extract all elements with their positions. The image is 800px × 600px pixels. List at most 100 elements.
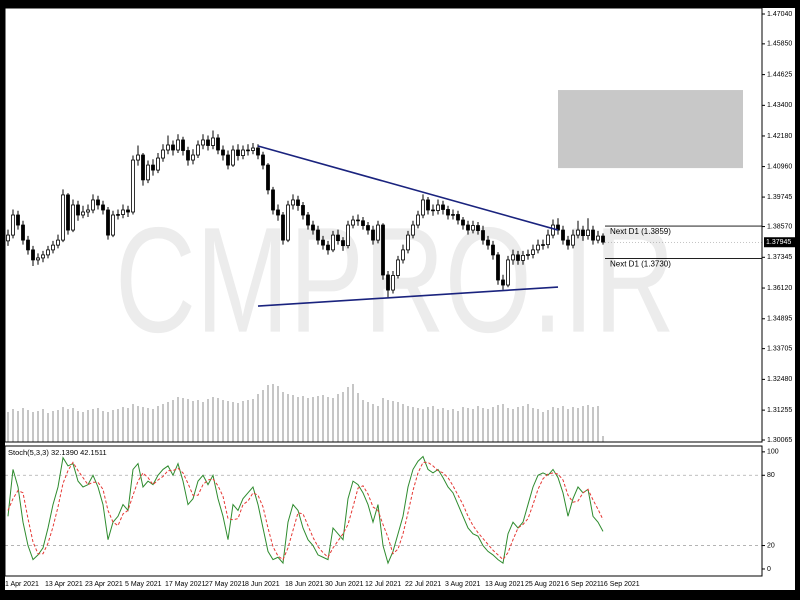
- candle-body: [221, 149, 225, 156]
- y-tick-label: 1.32480: [767, 376, 792, 383]
- candle-body: [126, 209, 130, 213]
- candle-body: [26, 239, 30, 251]
- candle-body: [131, 159, 135, 213]
- candle-body: [456, 214, 460, 221]
- y-tick-label: 1.45850: [767, 41, 792, 48]
- candle-body: [571, 234, 575, 246]
- candle-body: [266, 164, 270, 191]
- zone: [558, 90, 743, 169]
- candle-body: [56, 239, 60, 246]
- candle-body: [546, 234, 550, 246]
- candle-body: [171, 144, 175, 151]
- candle-body: [166, 144, 170, 151]
- candle-body: [61, 194, 65, 241]
- watermark: CMPRO.IR: [115, 196, 675, 364]
- candle-body: [376, 224, 380, 241]
- candle-body: [506, 259, 510, 286]
- candle-body: [526, 254, 530, 256]
- candle-body: [216, 137, 220, 151]
- candle-body: [141, 154, 145, 181]
- candle-body: [81, 211, 85, 216]
- candle-body: [576, 229, 580, 236]
- candle-body: [106, 209, 110, 236]
- candle-body: [206, 139, 210, 146]
- candle-body: [436, 204, 440, 211]
- candle-body: [261, 154, 265, 166]
- y-tick-label: 20: [767, 542, 775, 549]
- candle-body: [411, 224, 415, 236]
- candle-body: [121, 209, 125, 215]
- candle-body: [596, 235, 600, 241]
- candle-body: [96, 199, 100, 206]
- y-tick-label: 1.34895: [767, 316, 792, 323]
- candle-body: [381, 224, 385, 276]
- candle-body: [51, 244, 55, 251]
- x-tick-label: 17 May 2021: [165, 581, 206, 588]
- stochastic-line: [7, 461, 604, 561]
- candle-body: [536, 244, 540, 251]
- candle-body: [601, 235, 605, 243]
- candle-body: [271, 189, 275, 211]
- current-price-box: [764, 237, 795, 248]
- candle-body: [431, 209, 435, 212]
- candle-body: [561, 229, 565, 241]
- candle-body: [416, 214, 420, 226]
- candle-body: [226, 154, 230, 166]
- level-label: Next D1 (1.3730): [610, 260, 671, 269]
- x-tick-label: 3 Aug 2021: [445, 581, 481, 588]
- candle-body: [306, 214, 310, 226]
- candle-body: [531, 249, 535, 255]
- candle-body: [346, 224, 350, 247]
- candle-body: [396, 259, 400, 276]
- stochastic-pane-border: [4, 445, 763, 577]
- x-tick-label: 23 Apr 2021: [85, 581, 123, 588]
- x-tick-label: 6 Sep 2021: [565, 581, 601, 588]
- candle-body: [551, 224, 555, 236]
- candle-body: [341, 240, 345, 247]
- candle-body: [256, 147, 260, 156]
- candle-body: [581, 229, 585, 236]
- x-tick-label: 13 Apr 2021: [45, 581, 83, 588]
- candle-body: [491, 244, 495, 256]
- candle-body: [116, 214, 120, 216]
- candle-body: [111, 214, 115, 236]
- candle-body: [76, 204, 80, 216]
- candle-body: [356, 219, 360, 222]
- y-tick-label: 1.31255: [767, 407, 792, 414]
- candle-body: [591, 229, 595, 241]
- candle-body: [511, 254, 515, 261]
- candle-body: [136, 154, 140, 161]
- candle-body: [481, 230, 485, 241]
- candle-body: [451, 214, 455, 216]
- x-tick-label: 5 May 2021: [125, 581, 162, 588]
- candle-body: [91, 199, 95, 211]
- candle-body: [401, 249, 405, 261]
- y-tick-label: 0: [767, 566, 771, 573]
- candle-body: [476, 225, 480, 231]
- candle-body: [496, 254, 500, 281]
- candle-body: [486, 239, 490, 246]
- candle-body: [461, 219, 465, 226]
- candle-body: [86, 209, 90, 213]
- candle-body: [21, 224, 25, 241]
- candle-body: [101, 204, 105, 211]
- candle-body: [586, 229, 590, 236]
- y-tick-label: 1.42180: [767, 133, 792, 140]
- candle-body: [391, 275, 395, 291]
- y-tick-label: 80: [767, 472, 775, 479]
- candle-body: [326, 244, 330, 251]
- candle-body: [281, 214, 285, 241]
- candle-body: [196, 144, 200, 156]
- x-tick-label: 18 Jun 2021: [285, 581, 324, 588]
- y-tick-label: 1.37345: [767, 254, 792, 261]
- stochastic-pane: 100 80 20 0: [5, 449, 779, 573]
- y-tick-label: 1.33705: [767, 345, 792, 352]
- candle-body: [146, 164, 150, 181]
- candle-body: [441, 204, 445, 210]
- y-tick-label: 1.47040: [767, 11, 792, 18]
- y-tick-label: 1.30065: [767, 437, 792, 444]
- candle-body: [231, 149, 235, 166]
- candle-body: [151, 164, 155, 171]
- x-tick-label: 30 Jun 2021: [325, 581, 364, 588]
